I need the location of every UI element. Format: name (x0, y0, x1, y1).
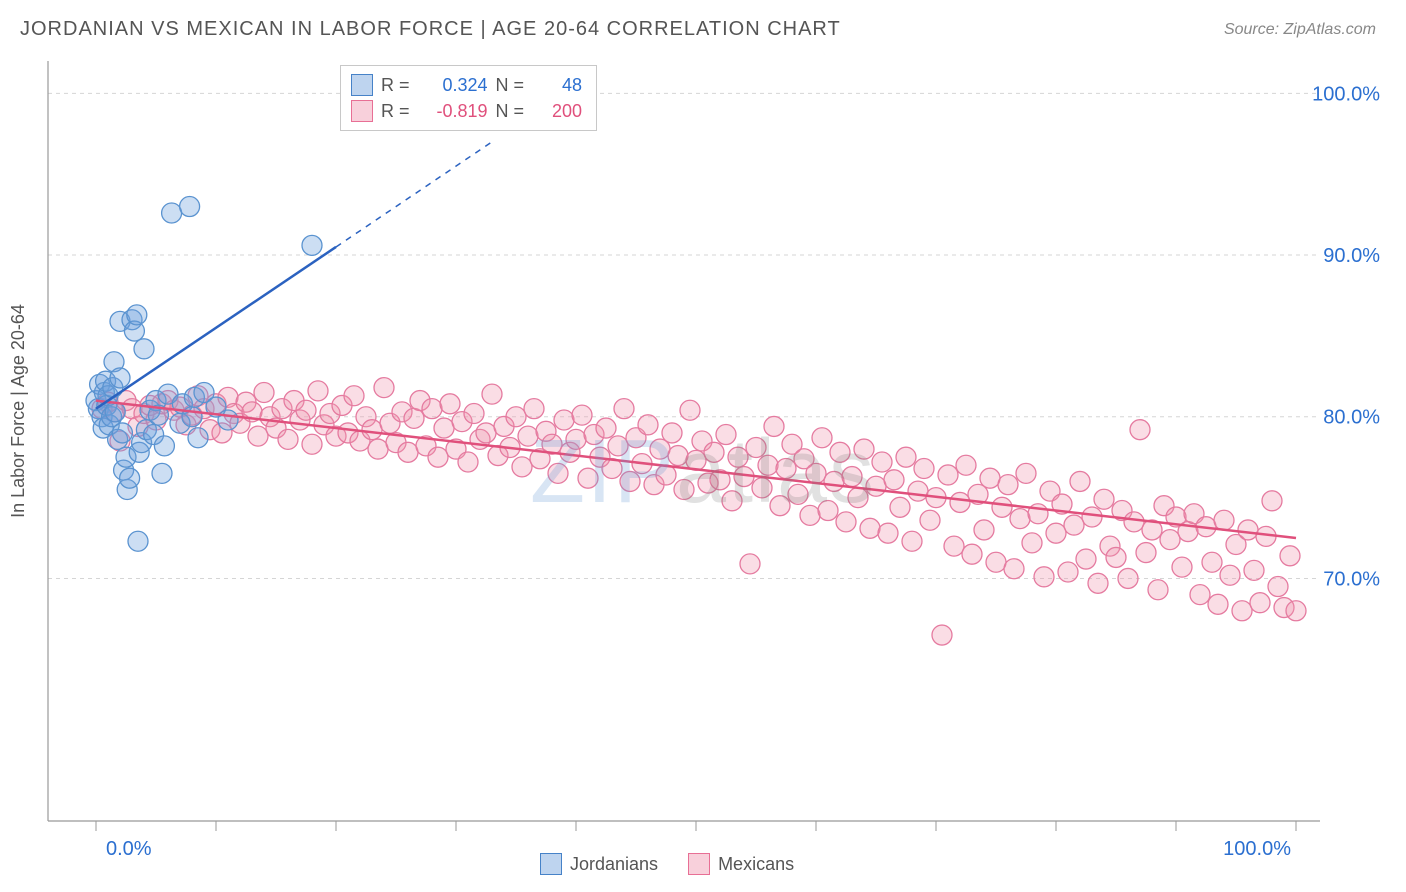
swatch-icon (351, 100, 373, 122)
swatch-icon (540, 853, 562, 875)
stats-n-jordanians: 48 (532, 72, 582, 98)
chart-legend: Jordanians Mexicans (540, 853, 794, 875)
stats-r-label: R = (381, 98, 410, 124)
stats-n-label: N = (496, 98, 525, 124)
svg-text:0.0%: 0.0% (106, 838, 152, 860)
legend-item-jordanians: Jordanians (540, 853, 658, 875)
chart-header: JORDANIAN VS MEXICAN IN LABOR FORCE | AG… (0, 0, 1406, 51)
stats-r-mexicans: -0.819 (418, 98, 488, 124)
svg-text:100.0%: 100.0% (1312, 83, 1380, 105)
svg-text:70.0%: 70.0% (1323, 568, 1380, 590)
swatch-icon (351, 74, 373, 96)
svg-text:100.0%: 100.0% (1223, 838, 1291, 860)
stats-r-jordanians: 0.324 (418, 72, 488, 98)
scatter-chart-svg: 70.0% 80.0% 90.0% 100.0% In Labor Force | Ag… (0, 51, 1406, 891)
legend-item-mexicans: Mexicans (688, 853, 794, 875)
swatch-icon (688, 853, 710, 875)
chart-source: Source: ZipAtlas.com (1224, 21, 1376, 39)
stats-n-label: N = (496, 72, 525, 98)
chart-area: 70.0% 80.0% 90.0% 100.0% In Labor Force | Ag… (0, 51, 1406, 891)
chart-title: JORDANIAN VS MEXICAN IN LABOR FORCE | AG… (20, 18, 841, 41)
svg-text:In Labor Force | Age 20-64: In Labor Force | Age 20-64 (8, 304, 28, 518)
stats-row-jordanians: R = 0.324 N = 48 (351, 72, 582, 98)
svg-text:90.0%: 90.0% (1323, 245, 1380, 267)
correlation-stats-box: R = 0.324 N = 48 R = -0.819 N = 200 (340, 65, 597, 131)
stats-n-mexicans: 200 (532, 98, 582, 124)
stats-r-label: R = (381, 72, 410, 98)
stats-row-mexicans: R = -0.819 N = 200 (351, 98, 582, 124)
legend-label-mexicans: Mexicans (718, 854, 794, 875)
legend-label-jordanians: Jordanians (570, 854, 658, 875)
svg-text:80.0%: 80.0% (1323, 407, 1380, 429)
